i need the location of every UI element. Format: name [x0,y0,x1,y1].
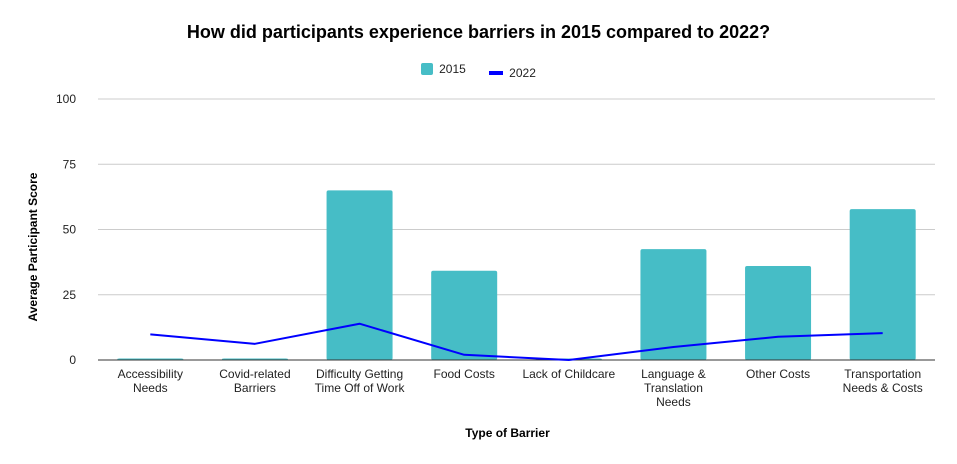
x-tick-label: Other Costs [746,367,810,381]
y-tick-label: 25 [63,288,77,302]
chart-title: How did participants experience barriers… [186,22,771,42]
legend-swatch-2015 [421,63,434,75]
y-tick-label: 100 [56,92,76,106]
x-axis-label: Type of Barrier [465,426,550,440]
bar-2015 [745,266,812,360]
bar-2015 [640,249,707,360]
legend: 2015 2022 [0,62,957,80]
y-tick-label: 50 [63,223,77,237]
legend-label-2022: 2022 [509,66,536,80]
y-tick-label: 75 [63,157,77,171]
line-2022 [150,322,883,361]
x-tick-label: Covid-related Barriers [219,367,290,395]
y-axis-label: Average Participant Score [26,172,40,322]
x-tick-label: Accessibility Needs [118,367,183,395]
legend-item-2022[interactable]: 2022 [489,66,536,80]
bar-2015 [849,209,916,360]
legend-item-2015[interactable]: 2015 [421,62,466,76]
x-tick-label: Difficulty Getting Time Off of Work [315,367,406,395]
x-tick-label: Lack of Childcare [522,367,615,381]
y-tick-label: 0 [69,353,76,367]
x-tick-label: Food Costs [434,367,495,381]
x-tick-label: Language & Translation Needs [641,367,706,409]
bar-2015 [431,270,498,360]
x-tick-label: Transportation Needs & Costs [843,367,923,395]
legend-swatch-2022 [489,71,504,75]
legend-label-2015: 2015 [439,62,466,76]
bar-2015 [326,190,393,360]
